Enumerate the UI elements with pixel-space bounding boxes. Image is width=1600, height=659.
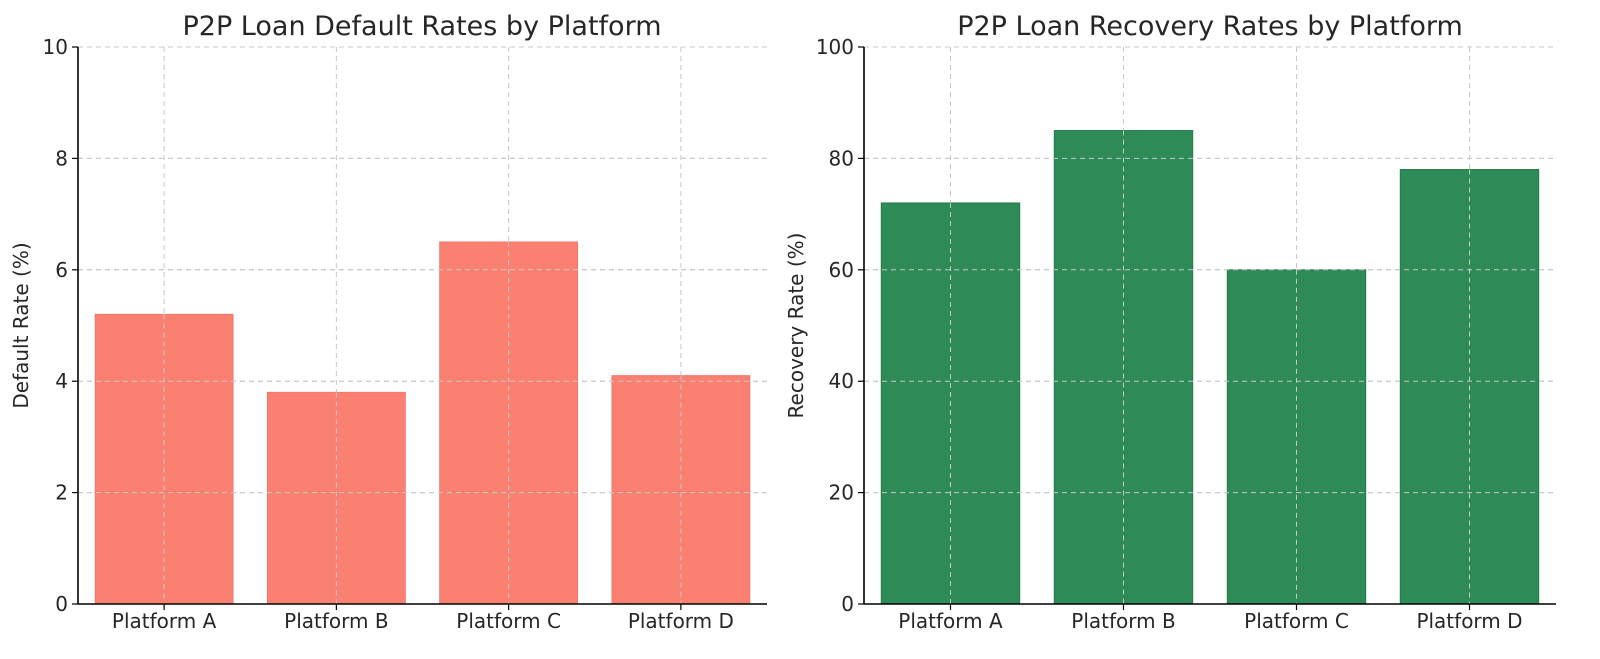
y-tick-label: 8 — [55, 146, 68, 170]
chart-title: P2P Loan Default Rates by Platform — [182, 11, 661, 42]
x-tick-label: Platform A — [112, 609, 217, 633]
y-tick-label: 100 — [816, 35, 854, 59]
y-tick-label: 60 — [829, 258, 854, 282]
default-chart: 0 2 4 6 8 10 Platform A Platform B Platform C Pla… — [9, 11, 767, 633]
bar-platform-b — [266, 391, 406, 605]
x-tick-label: Platform B — [1071, 609, 1175, 633]
y-tick-label: 40 — [829, 369, 854, 393]
y-tick-label: 10 — [43, 35, 68, 59]
y-tick-label: 6 — [55, 258, 68, 282]
y-axis-label: Default Rate (%) — [9, 242, 33, 408]
y-tick-label: 0 — [55, 592, 68, 616]
x-tick-label: Platform C — [456, 609, 561, 633]
x-tick-label: Platform D — [628, 609, 734, 633]
y-tick-label: 2 — [55, 481, 68, 505]
x-tick-label: Platform D — [1416, 609, 1522, 633]
y-tick-label: 4 — [55, 369, 68, 393]
y-axis-label: Recovery Rate (%) — [784, 233, 808, 419]
bar-platform-c — [1226, 269, 1367, 605]
y-tick-label: 80 — [829, 146, 854, 170]
y-tick-label: 0 — [841, 592, 854, 616]
y-tick-label: 20 — [829, 481, 854, 505]
chart-title: P2P Loan Recovery Rates by Platform — [957, 11, 1463, 42]
bar-platform-d — [611, 375, 751, 605]
x-tick-label: Platform B — [284, 609, 388, 633]
x-tick-label: Platform C — [1244, 609, 1349, 633]
recovery-chart: 0 20 40 60 80 100 Platform A Platform B Platform… — [784, 11, 1556, 633]
x-tick-label: Platform A — [898, 609, 1003, 633]
